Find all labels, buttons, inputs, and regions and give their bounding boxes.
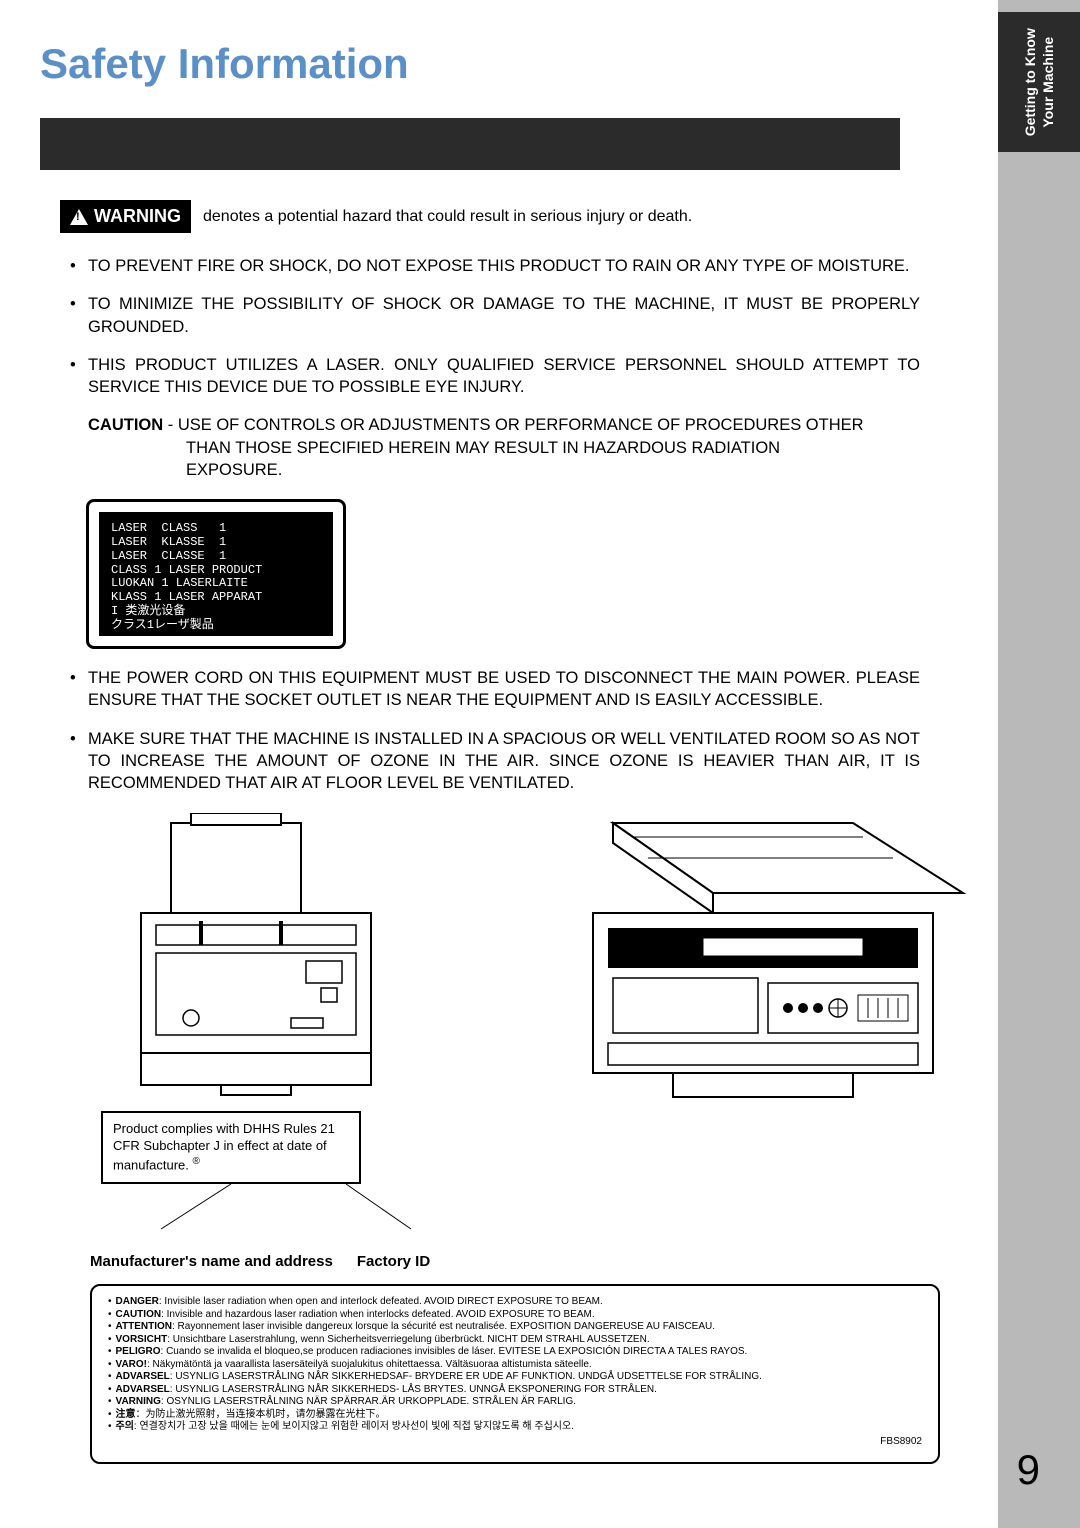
bullet-item: THIS PRODUCT UTILIZES A LASER. ONLY QUAL… [70,354,920,399]
bullets-top: TO PREVENT FIRE OR SHOCK, DO NOT EXPOSE … [70,255,920,398]
bullet-item: TO PREVENT FIRE OR SHOCK, DO NOT EXPOSE … [70,255,920,277]
leader-lines [101,1184,521,1244]
warning-description: denotes a potential hazard that could re… [203,208,692,226]
laser-class-text: LASER CLASS 1 LASER KLASSE 1 LASER CLASS… [99,512,333,636]
page-number: 9 [1017,1446,1040,1494]
warning-line: VORSICHT : Unsichtbare Laserstrahlung, w… [108,1334,922,1347]
caution-line: EXPOSURE. [186,459,920,481]
figure-machine-open [552,812,974,1114]
caution-line: - USE OF CONTROLS OR ADJUSTMENTS OR PERF… [163,416,863,434]
label-manufacturer: Manufacturer's name and address [90,1253,333,1270]
side-tab: Getting to Know Your Machine [998,12,1080,152]
warning-line: 주의 : 연결장치가 고장 났을 때에는 눈에 보이지않고 위험한 레이저 방사… [108,1421,922,1434]
figures-row: Product complies with DHHS Rules 21 CFR … [100,812,960,1245]
warning-line: DANGER : Invisible laser radiation when … [108,1296,922,1309]
page-title: Safety Information [40,40,960,88]
caution-block: CAUTION - USE OF CONTROLS OR ADJUSTMENTS… [88,414,920,481]
warning-badge: WARNING [60,200,191,233]
registered-icon: ® [193,1156,200,1167]
bullet-item: TO MINIMIZE THE POSSIBILITY OF SHOCK OR … [70,293,920,338]
bullets-bottom: THE POWER CORD ON THIS EQUIPMENT MUST BE… [70,667,920,794]
label-factory-id: Factory ID [357,1253,430,1270]
bullet-item: THE POWER CORD ON THIS EQUIPMENT MUST BE… [70,667,920,712]
warning-line: ADVARSEL : USYNLIG LASERSTRÅLING NÅR SIK… [108,1371,922,1384]
side-tab-background [998,0,1080,1528]
warning-line: VARNING : OSYNLIG LASERSTRÅLNING NÄR SPÄ… [108,1396,922,1409]
compliance-text: Product complies with DHHS Rules 21 CFR … [113,1121,335,1172]
figure-machine-front: Product complies with DHHS Rules 21 CFR … [100,812,522,1245]
section-band [40,118,900,170]
warning-triangle-icon [70,209,88,225]
caution-label: CAUTION [88,416,163,434]
figure-labels: Manufacturer's name and address Factory … [90,1253,960,1270]
warning-line: CAUTION : Invisible and hazardous laser … [108,1309,922,1322]
warning-line: VARO! : Näkymätöntä ja vaarallista laser… [108,1359,922,1372]
page-content: Safety Information WARNING denotes a pot… [40,0,960,1528]
warning-line: ADVARSEL : USYNLIG LASERSTRÅLING NÅR SIK… [108,1384,922,1397]
warning-line: 注意：为防止激光照射，当连接本机时，请勿暴露在光柱下。 [108,1409,922,1422]
warning-line: ATTENTION : Rayonnement laser invisible … [108,1321,922,1334]
caution-line: THAN THOSE SPECIFIED HEREIN MAY RESULT I… [186,437,920,459]
laser-class-label: LASER CLASS 1 LASER KLASSE 1 LASER CLASS… [86,499,346,649]
bullet-item: MAKE SURE THAT THE MACHINE IS INSTALLED … [70,728,920,795]
multilingual-warning-box: DANGER : Invisible laser radiation when … [90,1284,940,1464]
warning-badge-text: WARNING [94,206,181,227]
fbs-code: FBS8902 [108,1436,922,1449]
warning-line: PELIGRO : Cuando se invalida el bloqueo,… [108,1346,922,1359]
compliance-box: Product complies with DHHS Rules 21 CFR … [101,1111,361,1184]
side-tab-text: Getting to Know Your Machine [1021,28,1057,136]
warning-row: WARNING denotes a potential hazard that … [60,200,960,233]
